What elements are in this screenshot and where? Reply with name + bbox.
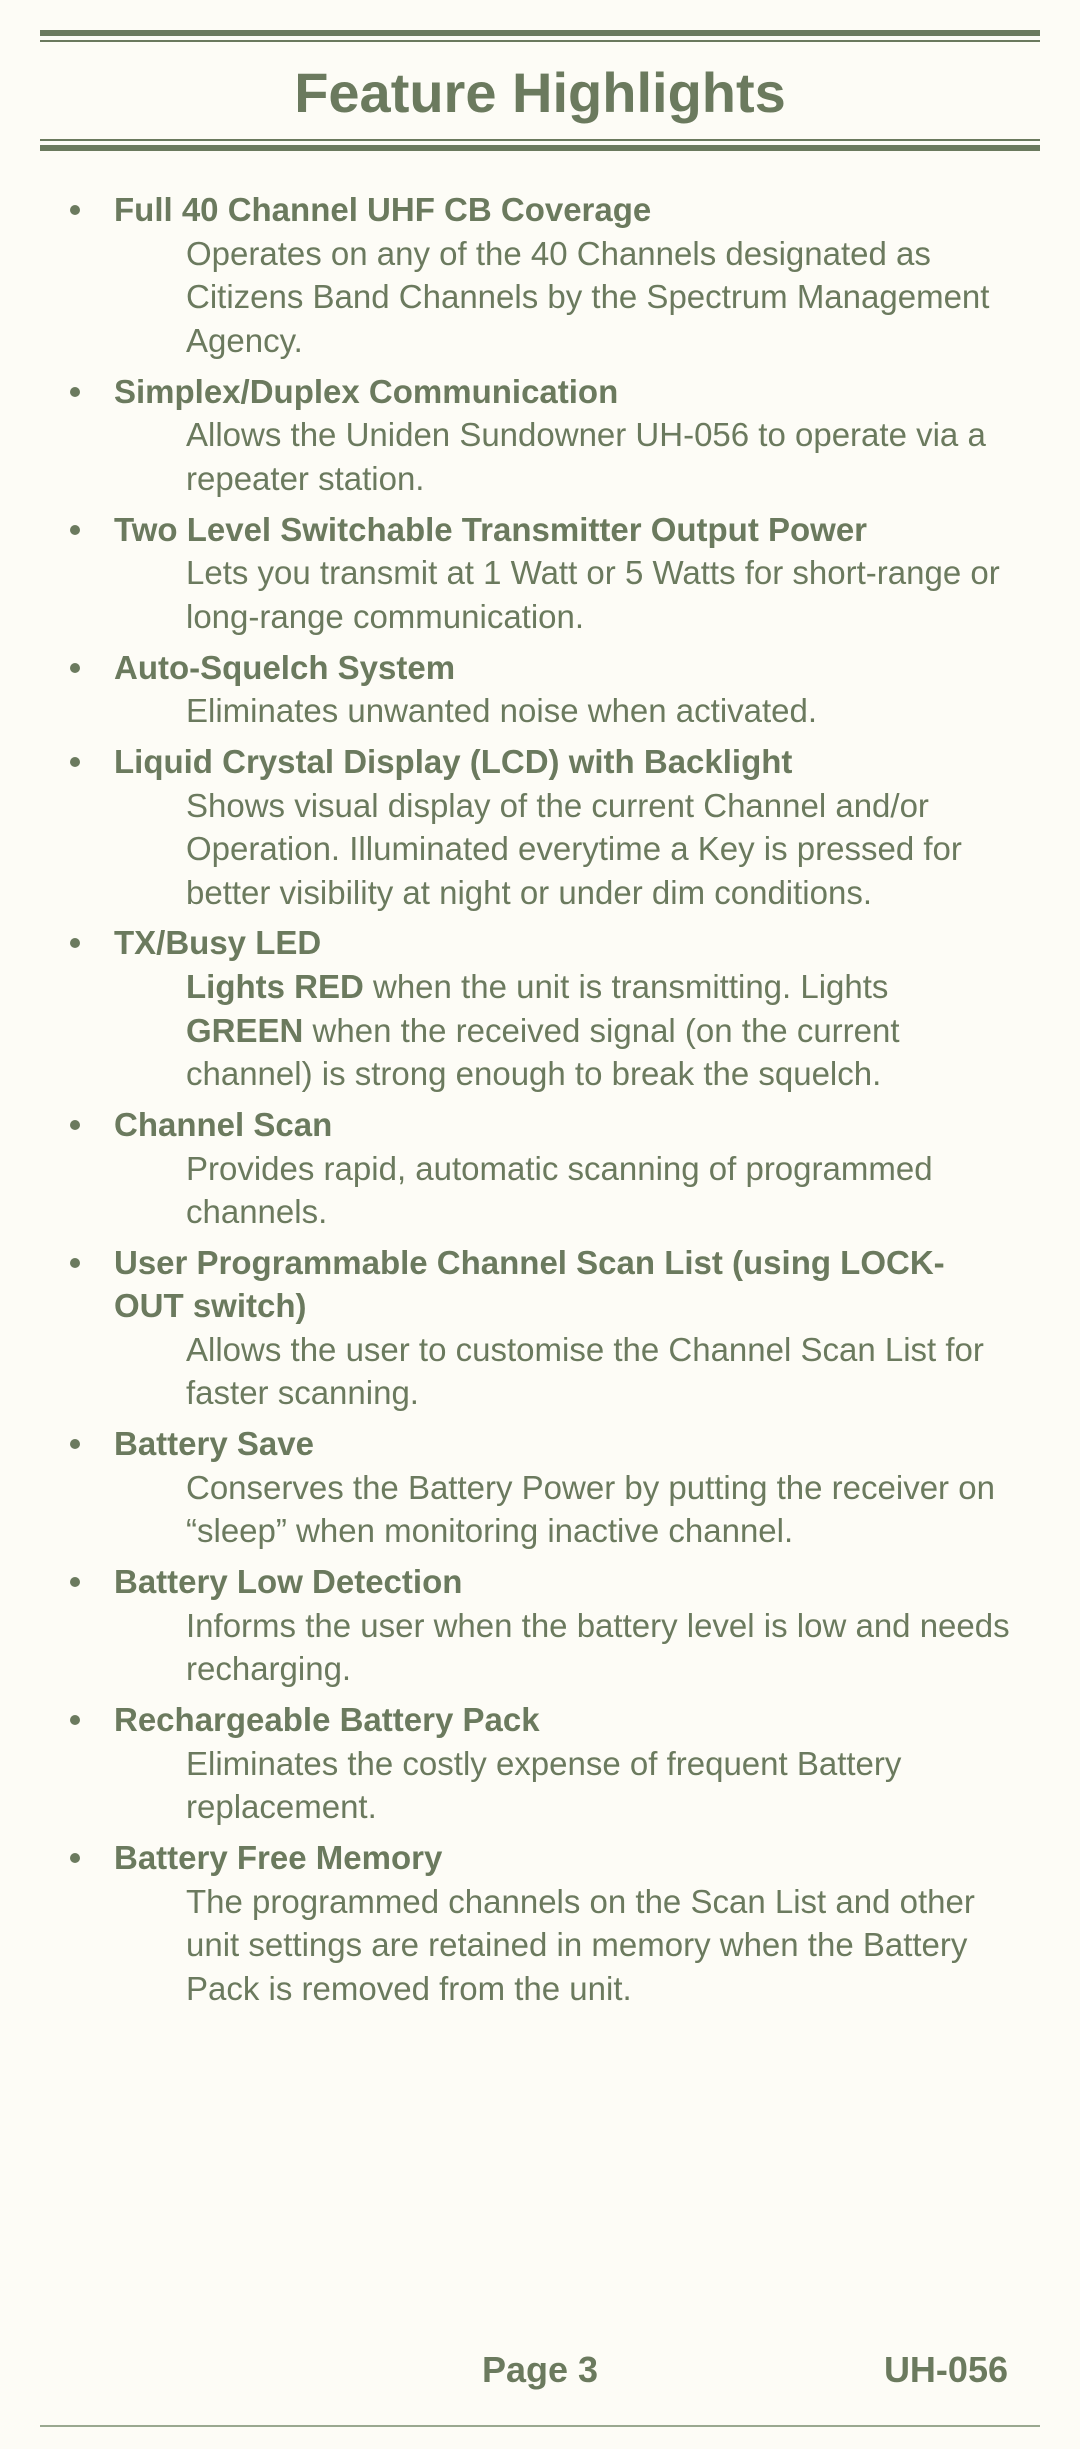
feature-heading: Simplex/Duplex Communication xyxy=(114,371,1010,414)
feature-desc: Lights RED when the unit is transmitting… xyxy=(114,965,1010,1096)
feature-heading: Rechargeable Battery Pack xyxy=(114,1699,1010,1742)
feature-heading: User Programmable Channel Scan List (usi… xyxy=(114,1242,1010,1328)
feature-item: Two Level Switchable Transmitter Output … xyxy=(70,509,1010,639)
bullet-icon xyxy=(70,757,80,767)
feature-item: Battery Low Detection Informs the user w… xyxy=(70,1561,1010,1691)
model-number: UH-056 xyxy=(884,2349,1008,2391)
feature-item: TX/Busy LED Lights RED when the unit is … xyxy=(70,922,1010,1096)
feature-heading: Liquid Crystal Display (LCD) with Backli… xyxy=(114,741,1010,784)
bullet-icon xyxy=(70,525,80,535)
feature-desc: Lets you transmit at 1 Watt or 5 Watts f… xyxy=(114,551,1010,638)
bullet-icon xyxy=(70,1439,80,1449)
feature-item: Rechargeable Battery Pack Eliminates the… xyxy=(70,1699,1010,1829)
feature-heading: Auto-Squelch System xyxy=(114,647,1010,690)
feature-item: User Programmable Channel Scan List (usi… xyxy=(70,1242,1010,1415)
page-number: Page 3 xyxy=(482,2349,598,2391)
feature-heading: Channel Scan xyxy=(114,1104,1010,1147)
bullet-icon xyxy=(70,938,80,948)
feature-item: Simplex/Duplex Communication Allows the … xyxy=(70,371,1010,501)
feature-desc: Operates on any of the 40 Channels desig… xyxy=(114,232,1010,363)
feature-heading: Battery Save xyxy=(114,1423,1010,1466)
feature-item: Battery Save Conserves the Battery Power… xyxy=(70,1423,1010,1553)
bullet-icon xyxy=(70,1120,80,1130)
feature-item: Liquid Crystal Display (LCD) with Backli… xyxy=(70,741,1010,915)
feature-desc: Allows the user to customise the Channel… xyxy=(114,1328,1010,1415)
feature-desc: Allows the Uniden Sundowner UH-056 to op… xyxy=(114,413,1010,500)
bullet-icon xyxy=(70,663,80,673)
feature-desc: Provides rapid, automatic scanning of pr… xyxy=(114,1147,1010,1234)
bullet-icon xyxy=(70,1577,80,1587)
bullet-icon xyxy=(70,1258,80,1268)
bullet-icon xyxy=(70,205,80,215)
bullet-icon xyxy=(70,1715,80,1725)
feature-heading: Full 40 Channel UHF CB Coverage xyxy=(114,189,1010,232)
page-title: Feature Highlights xyxy=(40,42,1040,139)
bottom-rule xyxy=(40,2425,1040,2427)
feature-item: Battery Free Memory The programmed chann… xyxy=(70,1837,1010,2011)
bullet-icon xyxy=(70,387,80,397)
feature-item: Full 40 Channel UHF CB Coverage Operates… xyxy=(70,189,1010,363)
feature-heading: TX/Busy LED xyxy=(114,922,1010,965)
page-footer: Page 3 UH-056 xyxy=(60,2349,1020,2391)
feature-heading: Two Level Switchable Transmitter Output … xyxy=(114,509,1010,552)
feature-desc: Conserves the Battery Power by putting t… xyxy=(114,1466,1010,1553)
feature-list: Full 40 Channel UHF CB Coverage Operates… xyxy=(40,151,1040,2010)
feature-desc: Shows visual display of the current Chan… xyxy=(114,784,1010,915)
feature-item: Auto-Squelch System Eliminates unwanted … xyxy=(70,647,1010,733)
feature-heading: Battery Low Detection xyxy=(114,1561,1010,1604)
bullet-icon xyxy=(70,1853,80,1863)
feature-item: Channel Scan Provides rapid, automatic s… xyxy=(70,1104,1010,1234)
feature-heading: Battery Free Memory xyxy=(114,1837,1010,1880)
feature-desc: Eliminates unwanted noise when activated… xyxy=(114,689,1010,733)
feature-desc: The programmed channels on the Scan List… xyxy=(114,1880,1010,2011)
feature-desc: Eliminates the costly expense of frequen… xyxy=(114,1742,1010,1829)
feature-desc: Informs the user when the battery level … xyxy=(114,1604,1010,1691)
